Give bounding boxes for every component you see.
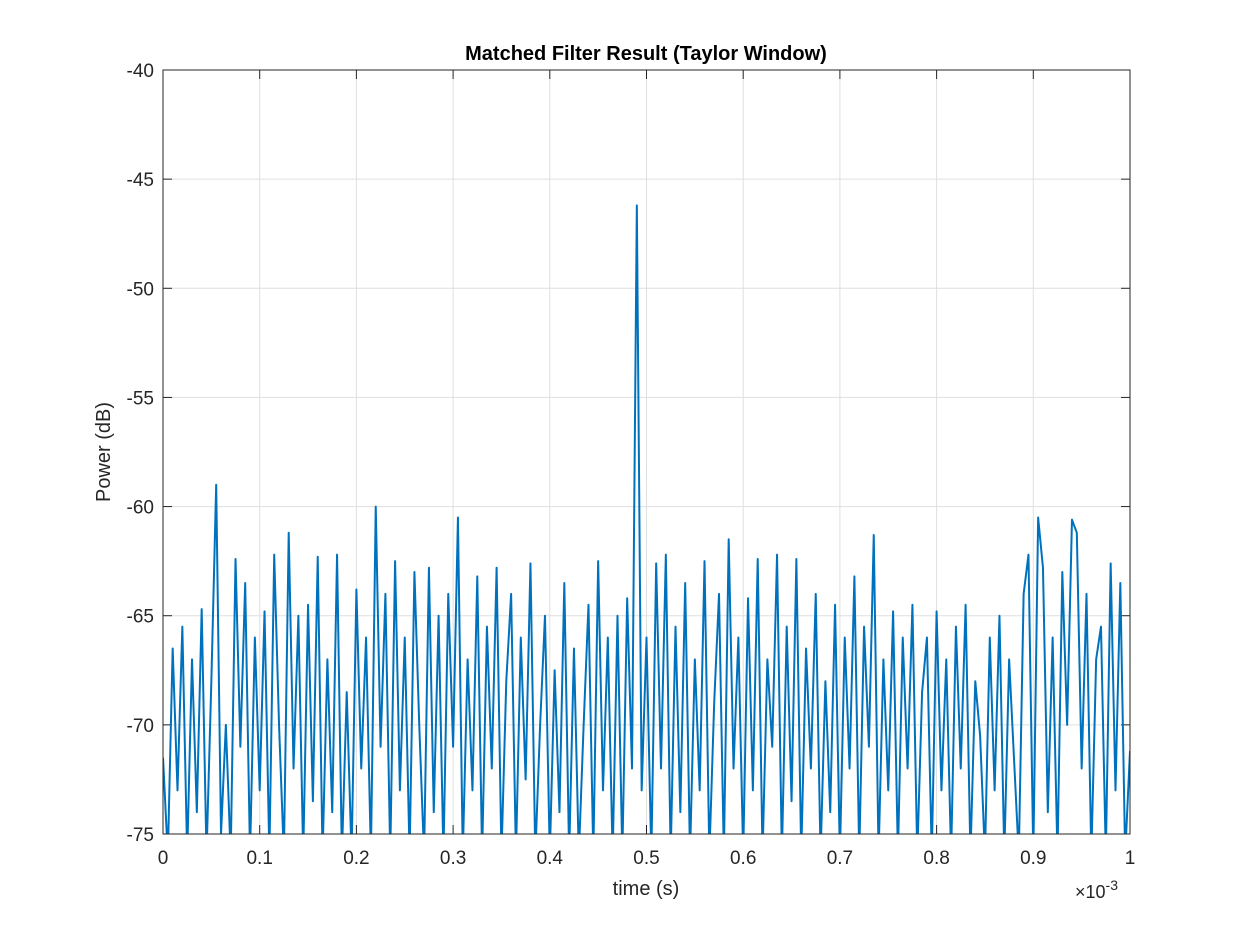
- x-tick-label: 1: [1125, 848, 1136, 869]
- y-tick-label: -60: [127, 498, 154, 519]
- chart-title: Matched Filter Result (Taylor Window): [465, 43, 827, 65]
- x-tick-label: 0.1: [246, 848, 272, 869]
- x-tick-label: 0.2: [343, 848, 369, 869]
- x-tick-label: 0.9: [1020, 848, 1046, 869]
- x-multiplier-base: ×10: [1075, 882, 1106, 902]
- x-tick-label: 0.4: [537, 848, 564, 869]
- y-tick-label: -50: [127, 279, 154, 300]
- x-axis-label: time (s): [613, 878, 680, 900]
- y-tick-label: -55: [127, 388, 154, 409]
- y-tick-label: -40: [127, 61, 154, 82]
- x-tick-label: 0.5: [633, 848, 659, 869]
- y-tick-label: -70: [127, 716, 154, 737]
- x-tick-label: 0.3: [440, 848, 466, 869]
- y-tick-label: -75: [127, 825, 154, 846]
- x-tick-label: 0.8: [923, 848, 949, 869]
- y-axis-label: Power (dB): [93, 402, 115, 502]
- data-line: [163, 204, 1130, 834]
- x-tick-label: 0: [158, 848, 169, 869]
- y-tick-label: -45: [127, 170, 154, 191]
- x-tick-label: 0.7: [827, 848, 853, 869]
- y-tick-label: -65: [127, 607, 154, 628]
- x-multiplier-exponent: -3: [1106, 877, 1119, 893]
- x-tick-label: 0.6: [730, 848, 756, 869]
- x-multiplier: ×10-3: [1075, 877, 1118, 902]
- axes-box: [162, 69, 1131, 835]
